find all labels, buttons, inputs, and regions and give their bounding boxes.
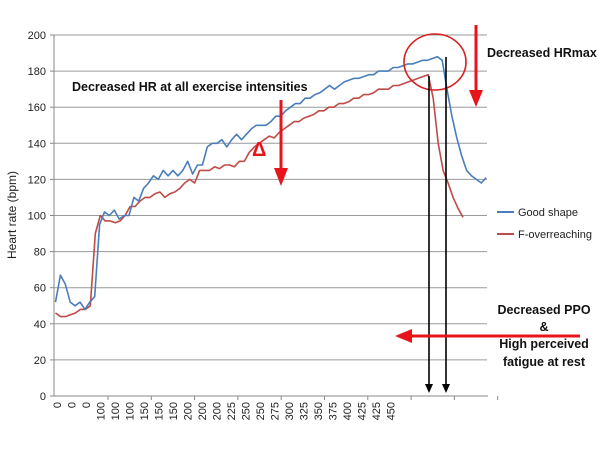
black-arrows [425,57,450,393]
x-tick-label: 100 [125,402,137,420]
y-tick-label: 140 [28,138,46,150]
x-tick-label: 200 [183,402,195,420]
x-tick-label: 250 [255,402,267,420]
x-tick-label: 100 [110,402,122,420]
x-tick-label: 225 [226,402,238,420]
x-tick-label: 0 [67,402,79,408]
annotation-ppo-2: & [539,320,548,334]
x-tick-label: 375 [328,402,340,420]
legend-label-f-overreaching: F-overreaching [518,229,592,241]
y-tick-label: 120 [28,174,46,186]
series-line-good-shape [54,55,487,311]
x-tick-label: 150 [168,402,180,420]
y-tick-label: 180 [28,66,46,78]
x-tick-label: 150 [154,402,166,420]
annotation-ppo-3: High perceived [499,337,589,351]
annotation-hrmax: Decreased HRmax [487,46,597,60]
x-tick-label: 425 [371,402,383,420]
x-tick-label: 275 [270,402,282,420]
arrow-down-hr [274,100,288,186]
annotation-delta: Δ [252,139,266,161]
x-tick-label: 150 [139,402,151,420]
x-tick-label: 325 [299,402,311,420]
x-tick-label: 100 [96,402,108,420]
x-tick-label: 200 [212,402,224,420]
x-tick-label: 400 [342,402,354,420]
x-tick-label: 450 [386,402,398,420]
annotation-ppo-4: fatigue at rest [503,355,586,369]
y-axis-label: Heart rate (bpm) [5,171,19,259]
annotation-ppo-1: Decreased PPO [497,303,590,317]
x-tick-label: 300 [284,402,296,420]
x-tick-label: 200 [197,402,209,420]
y-tick-label: 0 [40,391,46,403]
x-tick-label: 0 [81,402,93,408]
arrow-down-hrmax [469,25,483,107]
y-tick-label: 100 [28,211,46,223]
y-tick-label: 20 [34,355,46,367]
legend: Good shape F-overreaching [497,207,592,241]
x-tick-label: 350 [313,402,325,420]
y-tick-label: 160 [28,102,46,114]
y-tick-label: 200 [28,30,46,42]
arrow-left-ppo [395,329,580,343]
y-tick-label: 60 [34,283,46,295]
x-tick-label: 250 [241,402,253,420]
peak-circle [403,33,467,91]
y-tick-label: 80 [34,247,46,259]
x-tick-label: 425 [357,402,369,420]
legend-label-good-shape: Good shape [518,207,578,219]
annotation-decreased-hr: Decreased HR at all exercise intensities [72,80,308,94]
x-tick-label: 0 [52,402,64,408]
y-tick-label: 40 [34,319,46,331]
series-line-f-overreaching [55,73,464,318]
